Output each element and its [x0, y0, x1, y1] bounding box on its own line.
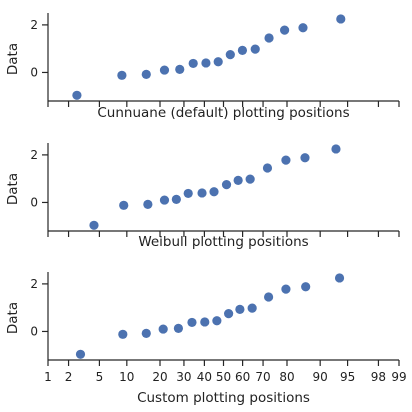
- y-axis-label: Data: [5, 173, 21, 205]
- data-point: [197, 188, 206, 197]
- data-point: [280, 26, 289, 35]
- data-point: [142, 70, 151, 79]
- data-point: [160, 195, 169, 204]
- x-axis-label: Custom plotting positions: [137, 390, 310, 406]
- data-point: [160, 65, 169, 74]
- data-point: [201, 58, 210, 67]
- x-tick-label: 98: [371, 370, 386, 384]
- y-tick-label: 2: [30, 148, 38, 162]
- data-point: [159, 324, 168, 333]
- y-tick-label: 2: [30, 277, 38, 291]
- data-point: [224, 309, 233, 318]
- y-tick-label: 2: [30, 18, 38, 32]
- data-point: [174, 324, 183, 333]
- data-point: [214, 57, 223, 66]
- data-point: [301, 282, 310, 291]
- data-point: [187, 318, 196, 327]
- y-axis-label: Data: [5, 43, 21, 75]
- y-tick-label: 0: [30, 195, 38, 209]
- data-point: [246, 175, 255, 184]
- data-point: [298, 23, 307, 32]
- data-point: [118, 330, 127, 339]
- data-point: [143, 200, 152, 209]
- data-point: [200, 317, 209, 326]
- data-point: [189, 59, 198, 68]
- x-tick-label: 60: [235, 370, 250, 384]
- x-tick-label: 20: [152, 370, 167, 384]
- data-point: [264, 292, 273, 301]
- x-tick-label: 5: [96, 370, 104, 384]
- y-tick-label: 0: [30, 65, 38, 79]
- data-point: [117, 71, 126, 80]
- data-point: [172, 195, 181, 204]
- data-point: [76, 350, 85, 359]
- y-tick-label: 0: [30, 324, 38, 338]
- data-point: [226, 50, 235, 59]
- data-point: [184, 189, 193, 198]
- x-tick-label: 30: [176, 370, 191, 384]
- data-point: [212, 316, 221, 325]
- x-tick-label: 50: [216, 370, 231, 384]
- data-point: [248, 304, 257, 313]
- data-point: [119, 201, 128, 210]
- x-tick-label: 1: [44, 370, 52, 384]
- data-point: [281, 285, 290, 294]
- x-tick-label: 99: [391, 370, 406, 384]
- data-point: [331, 144, 340, 153]
- x-tick-label: 95: [340, 370, 355, 384]
- data-point: [335, 273, 344, 282]
- x-axis-label: Weibull plotting positions: [138, 234, 308, 250]
- data-point: [251, 45, 260, 54]
- data-point: [142, 329, 151, 338]
- data-point: [89, 221, 98, 230]
- data-point: [222, 180, 231, 189]
- x-tick-label: 40: [197, 370, 212, 384]
- x-axis-label: Cunnuane (default) plotting positions: [97, 105, 349, 121]
- data-point: [263, 163, 272, 172]
- data-point: [336, 14, 345, 23]
- data-point: [175, 65, 184, 74]
- data-point: [235, 305, 244, 314]
- data-point: [234, 176, 243, 185]
- data-point: [238, 46, 247, 55]
- data-point: [264, 33, 273, 42]
- x-tick-label: 2: [65, 370, 73, 384]
- data-point: [281, 156, 290, 165]
- data-point: [209, 187, 218, 196]
- y-axis-label: Data: [5, 302, 21, 334]
- x-tick-label: 70: [255, 370, 270, 384]
- x-tick-label: 10: [119, 370, 134, 384]
- x-tick-label: 80: [279, 370, 294, 384]
- data-point: [72, 91, 81, 100]
- x-tick-label: 90: [313, 370, 328, 384]
- data-point: [300, 153, 309, 162]
